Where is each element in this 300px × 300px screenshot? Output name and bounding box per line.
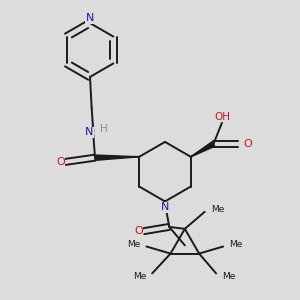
Text: O: O [134,226,143,236]
Text: Me: Me [133,272,146,280]
Polygon shape [191,142,215,157]
Polygon shape [95,155,139,160]
Text: Me: Me [229,240,243,249]
Text: O: O [56,157,64,167]
Text: H: H [100,124,108,134]
Text: O: O [244,139,252,149]
Text: Me: Me [211,205,224,214]
Text: N: N [161,202,169,212]
Text: Me: Me [222,272,236,280]
Text: N: N [85,127,94,137]
Text: OH: OH [214,112,230,122]
Text: Me: Me [127,240,140,249]
Text: N: N [86,13,94,23]
